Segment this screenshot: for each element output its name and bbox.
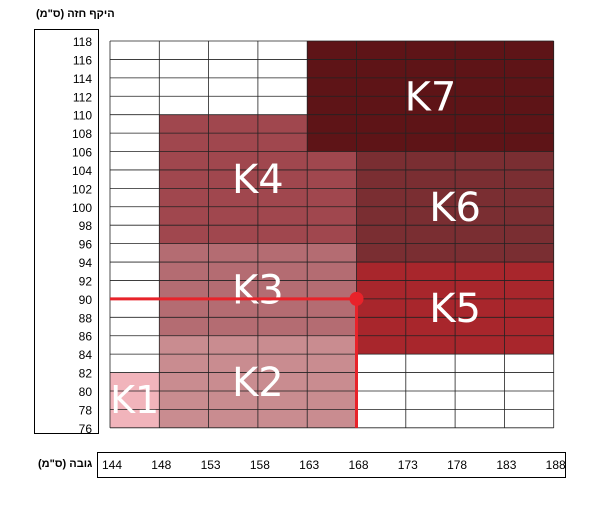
y-tick-label: 78 bbox=[79, 403, 93, 417]
x-tick-label: 153 bbox=[201, 458, 221, 472]
y-tick-label: 106 bbox=[72, 146, 92, 160]
region-label-k4: K4 bbox=[232, 157, 284, 203]
y-tick-label: 116 bbox=[73, 53, 92, 67]
region-label-k1: K1 bbox=[110, 378, 159, 422]
y-tick-label: 108 bbox=[72, 127, 92, 141]
y-tick-label: 102 bbox=[72, 182, 92, 196]
y-tick-label: 92 bbox=[79, 274, 93, 288]
y-tick-label: 104 bbox=[72, 164, 92, 178]
x-tick-label: 188 bbox=[546, 458, 566, 472]
x-tick-label: 178 bbox=[447, 458, 467, 472]
y-tick-label: 80 bbox=[79, 385, 93, 399]
y-tick-label: 100 bbox=[72, 201, 92, 215]
y-tick-label: 82 bbox=[79, 367, 93, 381]
region-label-k2: K2 bbox=[232, 360, 284, 406]
x-tick-label: 173 bbox=[398, 458, 418, 472]
y-axis-title: היקף חזה (ס"מ) bbox=[36, 8, 115, 20]
y-tick-label: 98 bbox=[79, 219, 93, 233]
x-axis-frame bbox=[97, 452, 566, 478]
region-label-k5: K5 bbox=[429, 286, 481, 332]
y-tick-label: 76 bbox=[79, 422, 93, 436]
x-tick-label: 163 bbox=[299, 458, 319, 472]
x-tick-label: 183 bbox=[496, 458, 516, 472]
x-tick-label: 144 bbox=[102, 458, 122, 472]
x-axis-title: גובה (ס"מ) bbox=[38, 458, 93, 470]
x-tick-label: 158 bbox=[250, 458, 270, 472]
y-tick-label: 88 bbox=[79, 311, 93, 325]
x-tick-label: 148 bbox=[151, 458, 171, 472]
y-axis-frame bbox=[34, 29, 99, 434]
y-tick-label: 86 bbox=[79, 330, 93, 344]
x-tick-label: 168 bbox=[348, 458, 368, 472]
region-label-k7: K7 bbox=[405, 74, 457, 120]
region-k1 bbox=[110, 372, 160, 428]
y-tick-label: 114 bbox=[73, 72, 92, 86]
y-tick-label: 94 bbox=[79, 256, 93, 270]
marker-point bbox=[349, 291, 364, 306]
y-tick-label: 96 bbox=[79, 238, 93, 252]
y-tick-label: 110 bbox=[73, 109, 92, 123]
y-tick-label: 112 bbox=[73, 90, 92, 104]
y-tick-label: 90 bbox=[79, 293, 93, 307]
y-tick-label: 84 bbox=[79, 348, 93, 362]
y-tick-label: 118 bbox=[73, 35, 92, 49]
region-label-k6: K6 bbox=[429, 185, 481, 231]
region-label-k3: K3 bbox=[232, 268, 284, 314]
